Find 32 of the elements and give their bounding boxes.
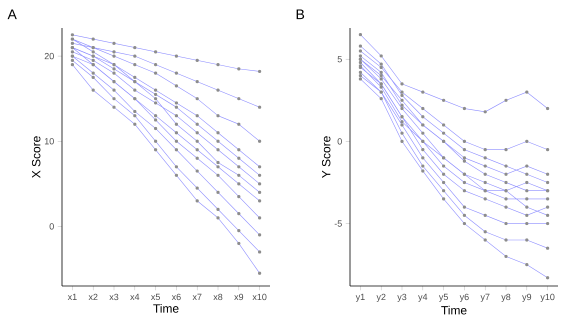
x-tick-label: y2 [376,294,386,302]
x-tick-label: x3 [109,294,118,300]
x-tick-label: y10 [540,294,554,302]
x-tick-label: x8 [213,294,222,300]
y-tick-label: 10 [44,138,54,144]
y-axis-title: X Score [32,136,40,178]
x-axis-title: Time [153,304,179,313]
x-axis-title: Time [441,306,467,315]
x-tick-label: x5 [150,294,160,300]
x-tick-label: x6 [172,294,181,300]
x-tick-label: x4 [130,294,140,300]
x-tick-label: x1 [68,294,77,300]
x-tick-label: y9 [522,294,532,302]
y-tick-label: 20 [44,52,54,60]
y-tick-label: 0 [50,223,54,230]
x-tick-label: y1 [356,294,365,302]
x-tick-label: x9 [234,294,244,300]
y-axis-title: Y Score [322,136,330,178]
chart-title: A [8,10,17,20]
x-tick-label: y4 [418,294,428,302]
y-tick-label: 0 [338,138,342,145]
x-tick-label: y8 [501,294,510,302]
x-tick-label: y7 [480,294,490,302]
y-tick-label: 5 [338,56,342,62]
x-tick-label: x7 [192,294,202,300]
x-tick-label: x2 [88,294,98,300]
x-tick-label: y5 [438,294,448,302]
x-tick-label: x10 [252,294,266,300]
x-tick-label: y6 [460,294,469,302]
chart-title: B [296,10,304,20]
y-tick-label: -5 [334,220,342,227]
x-tick-label: y3 [397,294,406,302]
